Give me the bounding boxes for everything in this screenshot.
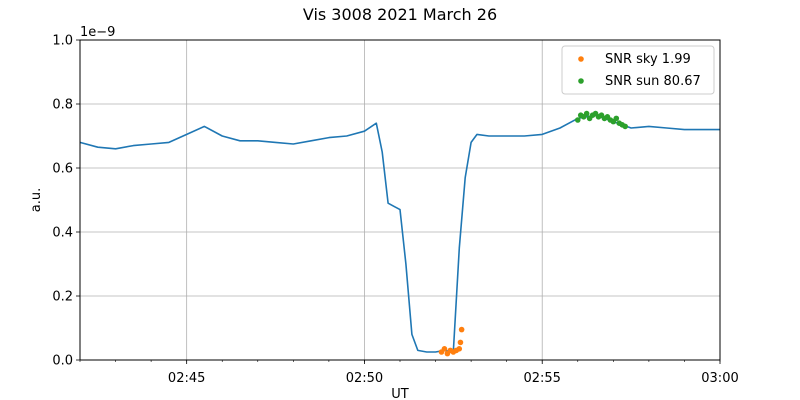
y-axis-label: a.u. [29, 188, 44, 212]
y-tick-label: 0.4 [52, 226, 73, 241]
x-axis-label: UT [391, 387, 409, 400]
sun-snr-point [574, 117, 581, 123]
y-tick-label: 0.6 [52, 162, 73, 177]
x-axis-ticks: 02:45 02:50 02:55 03:00 [79, 360, 739, 386]
sun-snr-point [622, 123, 628, 130]
sky-snr-point [458, 326, 465, 333]
x-tick-label: 02:55 [523, 371, 560, 386]
y-scale-offset-label: 1e−9 [80, 25, 115, 40]
y-tick-label: 0.2 [52, 290, 73, 305]
sun-snr-point [583, 110, 590, 117]
plot-area [79, 110, 720, 357]
y-tick-label: 0.0 [52, 354, 73, 369]
legend-label-sky: SNR sky 1.99 [605, 52, 691, 67]
y-tick-label: 1.0 [52, 34, 73, 49]
sky-snr-point [441, 346, 448, 352]
sun-snr-point [613, 115, 620, 122]
legend-marker-sun [578, 78, 584, 84]
legend-label-sun: SNR sun 80.67 [605, 74, 701, 89]
x-tick-label: 03:00 [701, 371, 738, 386]
sky-snr-point [457, 339, 464, 346]
y-tick-label: 0.8 [52, 98, 73, 113]
legend-box [561, 45, 715, 95]
chart-title: Vis 3008 2021 March 26 [303, 5, 497, 24]
x-tick-label: 02:45 [168, 371, 205, 386]
legend-marker-sky [578, 56, 584, 62]
sky-snr-point [456, 346, 463, 352]
y-axis-ticks: 0.0 0.2 0.4 0.6 0.8 1.0 [52, 34, 80, 369]
legend: SNR sky 1.99 SNR sun 80.67 [561, 45, 715, 95]
x-tick-label: 02:50 [346, 371, 383, 386]
